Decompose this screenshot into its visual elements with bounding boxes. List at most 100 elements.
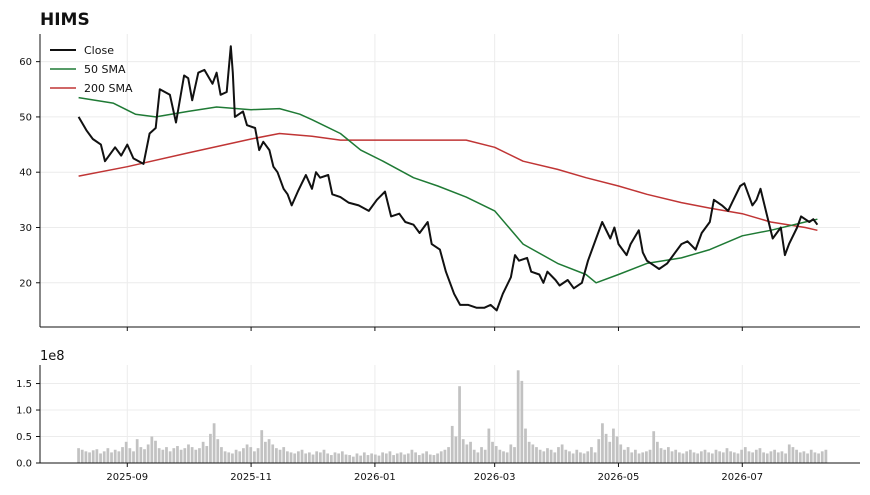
volume-bar [776,452,780,463]
sma-50-line [78,96,818,284]
volume-bar [322,449,326,463]
volume-bar [139,447,143,463]
volume-bar [205,446,209,463]
volume-bar [399,452,403,463]
legend-label-50-sma: 50 SMA [84,63,126,76]
volume-bar [351,456,355,463]
volume-bar [242,448,245,463]
volume-bar [795,449,798,463]
volume-bar [619,444,623,463]
volume-bar [461,439,465,463]
volume-bar [798,452,802,463]
volume-bar [403,454,406,463]
volume-bar [571,453,575,463]
volume-bar [787,444,791,463]
volume-bar [656,441,659,463]
volume-bar [154,440,157,463]
volume-bar [707,452,711,463]
volume-bar [425,451,428,463]
volume-bar [714,449,718,463]
volume-bar [754,449,758,463]
close-line [77,45,819,312]
volume-bar [520,380,524,463]
volume-bar [747,451,751,463]
volume-bar [275,448,278,463]
price-lines [77,45,819,312]
legend-label-200-sma: 200 SMA [84,82,133,95]
volume-bar [326,453,330,463]
volume-bar [721,452,725,463]
volume-bar [487,428,491,463]
volume-bar [612,428,615,463]
legend: Close 50 SMA 200 SMA [50,44,133,95]
volume-bar [77,448,80,463]
volume-bar [436,453,439,463]
volume-bar [590,447,593,463]
volume-bar [513,447,516,463]
volume-bar [256,448,260,463]
volume-bar [494,446,498,463]
volume-bar [220,447,223,463]
volume-bar [582,453,586,463]
volume-bar [659,448,663,463]
volume-bar [542,451,546,463]
volume-bar [535,447,538,463]
volume-bar [421,453,425,463]
volume-bar [758,448,762,463]
x-tick-label-2025-09: 2025-09 [106,472,148,483]
volume-bar [666,447,670,463]
volume-bar [469,441,472,463]
volume-bar [216,439,220,463]
volume-bar [231,453,234,463]
volume-bar [165,447,168,463]
volume-bar [113,449,117,463]
volume-bar [296,451,300,463]
volume-bar [209,433,212,463]
volume-bar [201,441,205,463]
volume-bar [531,444,535,463]
volume-bar [546,448,549,463]
volume-bar [384,453,388,463]
volume-bar [623,449,626,463]
volume-bar [286,451,289,463]
volume-bar [586,451,590,463]
volume-bar [253,451,256,463]
volume-bar [161,449,165,463]
volume-bar [670,451,674,463]
legend-item-close: Close [50,44,114,57]
volume-bar [146,444,150,463]
x-tick-label-2026-01: 2026-01 [354,472,396,483]
volume-bar [388,451,392,463]
volume-bar [806,453,809,463]
volume-bar [293,453,297,463]
volume-bar [681,453,685,463]
volume-bar [307,452,311,463]
volume-bar [696,453,700,463]
volume-bar [502,451,505,463]
volume-bar [267,439,271,463]
volume-bar [732,452,736,463]
volume-bar [362,452,366,463]
volume-bar [348,455,352,463]
volume-bar [271,444,275,463]
volume-bar [637,453,641,463]
legend-label-close: Close [84,44,114,57]
volume-bar [117,451,121,463]
volume-bar [648,449,652,463]
volume-bar [634,449,637,463]
volume-bars [77,370,828,463]
volume-y-ticks: 0.0 0.5 1.0 1.5 [16,379,40,470]
sma-200-line [78,132,818,232]
volume-bar [190,447,194,463]
volume-bar [432,455,436,463]
volume-bar [630,452,634,463]
volume-bar [454,436,458,463]
volume-bar [282,447,286,463]
volume-bar [736,453,740,463]
volume-bar [289,452,293,463]
volume-bar [820,451,824,463]
volume-bar [817,453,820,463]
volume-bar [824,449,828,463]
volume-bar [652,431,656,463]
volume-bar [102,451,106,463]
